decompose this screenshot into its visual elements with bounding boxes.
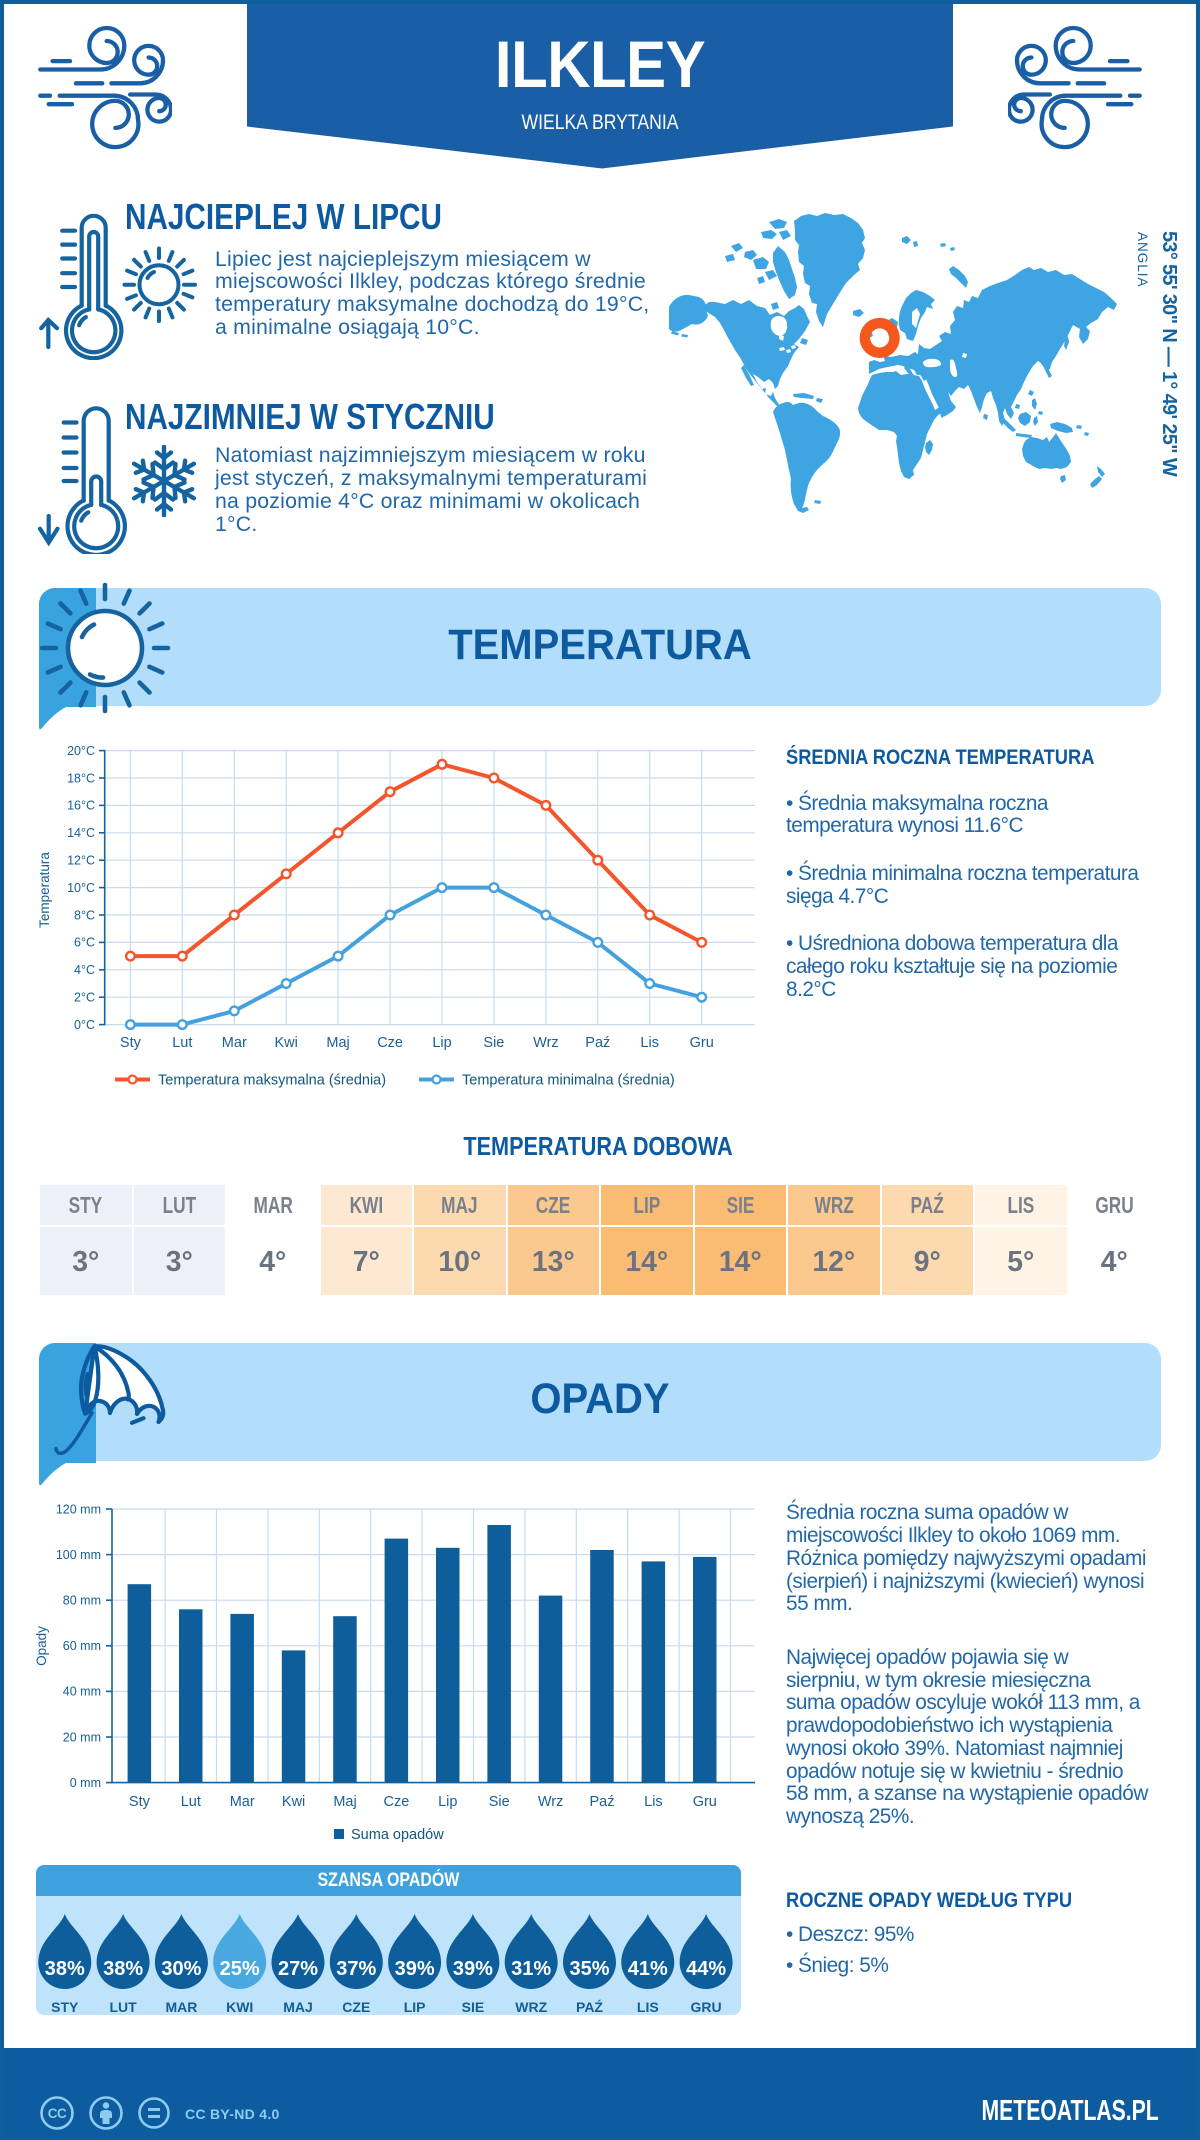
svg-text:38%: 38% bbox=[45, 1958, 85, 1980]
svg-text:0°C: 0°C bbox=[74, 1018, 95, 1032]
svg-text:10°C: 10°C bbox=[67, 881, 95, 895]
svg-text:Lut: Lut bbox=[172, 1035, 192, 1051]
svg-text:Sie: Sie bbox=[489, 1794, 510, 1810]
svg-text:LIP: LIP bbox=[404, 1999, 426, 2013]
svg-text:STY: STY bbox=[51, 1999, 79, 2013]
svg-text:Paź: Paź bbox=[590, 1794, 615, 1810]
svg-text:Wrz: Wrz bbox=[538, 1794, 564, 1810]
svg-text:4°C: 4°C bbox=[74, 963, 95, 977]
svg-text:Sty: Sty bbox=[129, 1794, 151, 1810]
svg-text:Lip: Lip bbox=[438, 1794, 457, 1810]
svg-text:44%: 44% bbox=[686, 1958, 726, 1980]
svg-text:Paź: Paź bbox=[585, 1035, 610, 1051]
svg-text:31%: 31% bbox=[511, 1958, 551, 1980]
svg-text:Mar: Mar bbox=[222, 1035, 247, 1051]
svg-text:KWI: KWI bbox=[226, 1999, 253, 2013]
svg-text:40 mm: 40 mm bbox=[63, 1685, 101, 1699]
svg-text:25%: 25% bbox=[220, 1958, 260, 1980]
svg-text:20 mm: 20 mm bbox=[63, 1730, 101, 1744]
svg-text:Lut: Lut bbox=[181, 1794, 201, 1810]
svg-text:CZE: CZE bbox=[342, 1999, 370, 2013]
svg-text:GRU: GRU bbox=[691, 1999, 722, 2013]
svg-text:SIE: SIE bbox=[462, 1999, 485, 2013]
svg-text:18°C: 18°C bbox=[67, 771, 95, 785]
svg-text:Kwi: Kwi bbox=[275, 1035, 298, 1051]
svg-text:Wrz: Wrz bbox=[533, 1035, 559, 1051]
svg-text:PAŹ: PAŹ bbox=[576, 1999, 603, 2013]
svg-text:39%: 39% bbox=[453, 1958, 493, 1980]
svg-text:20°C: 20°C bbox=[67, 744, 95, 758]
svg-text:39%: 39% bbox=[395, 1958, 435, 1980]
svg-text:2°C: 2°C bbox=[74, 991, 95, 1005]
svg-text:CC: CC bbox=[48, 2106, 67, 2121]
svg-text:MAJ: MAJ bbox=[283, 1999, 313, 2013]
svg-text:0 mm: 0 mm bbox=[70, 1776, 101, 1790]
svg-text:Temperatura minimalna (średnia: Temperatura minimalna (średnia) bbox=[462, 1073, 675, 1089]
svg-text:Temperatura: Temperatura bbox=[37, 852, 52, 928]
svg-text:120 mm: 120 mm bbox=[56, 1502, 101, 1516]
svg-text:14°C: 14°C bbox=[67, 826, 95, 840]
svg-text:37%: 37% bbox=[336, 1958, 376, 1980]
svg-text:38%: 38% bbox=[103, 1958, 143, 1980]
svg-text:Maj: Maj bbox=[326, 1035, 349, 1051]
svg-text:27%: 27% bbox=[278, 1958, 318, 1980]
svg-text:Lis: Lis bbox=[640, 1035, 659, 1051]
svg-text:Lis: Lis bbox=[644, 1794, 663, 1810]
svg-text:Kwi: Kwi bbox=[282, 1794, 305, 1810]
svg-text:Temperatura maksymalna (średni: Temperatura maksymalna (średnia) bbox=[158, 1073, 386, 1089]
svg-text:Cze: Cze bbox=[377, 1035, 403, 1051]
svg-text:Lip: Lip bbox=[432, 1035, 451, 1051]
svg-text:30%: 30% bbox=[161, 1958, 201, 1980]
svg-text:WRZ: WRZ bbox=[515, 1999, 547, 2013]
svg-text:60 mm: 60 mm bbox=[63, 1639, 101, 1653]
svg-text:Gru: Gru bbox=[693, 1794, 717, 1810]
svg-text:Suma opadów: Suma opadów bbox=[351, 1827, 444, 1843]
svg-text:LIS: LIS bbox=[637, 1999, 659, 2013]
svg-text:100 mm: 100 mm bbox=[56, 1548, 101, 1562]
svg-text:80 mm: 80 mm bbox=[63, 1594, 101, 1608]
svg-text:41%: 41% bbox=[628, 1958, 668, 1980]
svg-text:Opady: Opady bbox=[34, 1626, 49, 1666]
svg-text:Sty: Sty bbox=[120, 1035, 142, 1051]
svg-text:16°C: 16°C bbox=[67, 799, 95, 813]
svg-text:Gru: Gru bbox=[690, 1035, 714, 1051]
svg-text:35%: 35% bbox=[569, 1958, 609, 1980]
svg-text:LUT: LUT bbox=[109, 1999, 137, 2013]
svg-text:6°C: 6°C bbox=[74, 936, 95, 950]
svg-text:12°C: 12°C bbox=[67, 854, 95, 868]
svg-text:Sie: Sie bbox=[483, 1035, 504, 1051]
svg-text:MAR: MAR bbox=[165, 1999, 197, 2013]
svg-text:Maj: Maj bbox=[333, 1794, 356, 1810]
svg-text:Cze: Cze bbox=[384, 1794, 410, 1810]
svg-text:8°C: 8°C bbox=[74, 908, 95, 922]
svg-text:Mar: Mar bbox=[230, 1794, 255, 1810]
